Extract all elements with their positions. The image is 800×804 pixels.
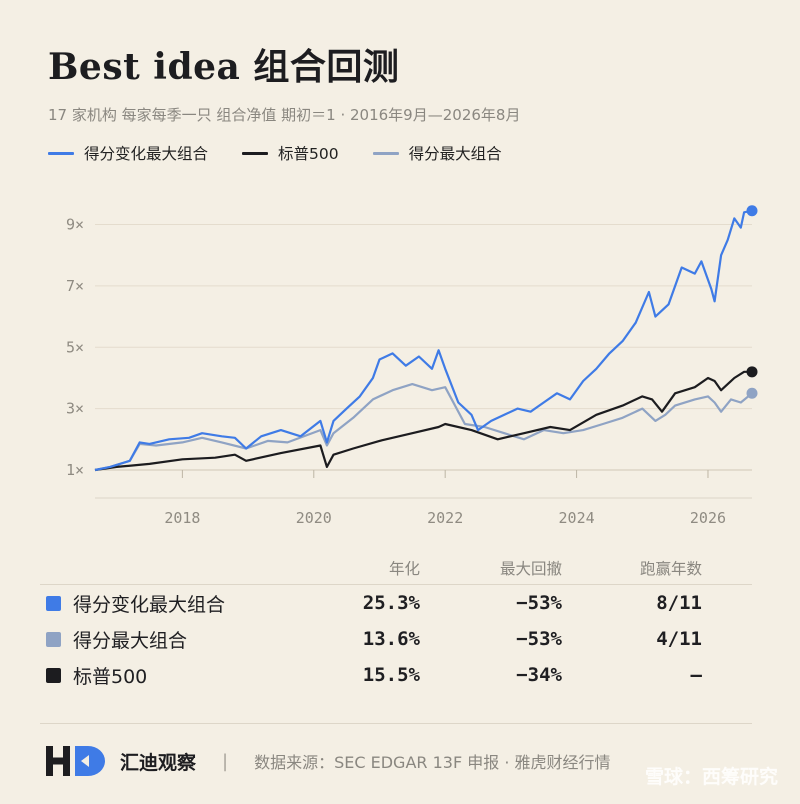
data-source: 数据来源：SEC EDGAR 13F 申报 · 雅虎财经行情 — [254, 753, 611, 772]
header-drawdown: 最大回撤 — [499, 560, 562, 578]
series-end-dot-2 — [746, 387, 758, 399]
header-annual: 年化 — [388, 560, 420, 578]
years-outperform: — — [690, 664, 702, 686]
chart-title: Best idea 组合回测 — [48, 46, 400, 88]
row-color-square — [46, 631, 61, 647]
y-tick-label: 9× — [66, 216, 84, 234]
legend-swatch-gray — [372, 151, 399, 155]
x-tick-label: 2024 — [559, 509, 595, 527]
legend-label: 得分变化最大组合 — [84, 145, 209, 163]
row-label: 得分变化最大组合 — [40, 590, 336, 617]
legend-swatch-blue — [48, 151, 74, 155]
legend-label: 得分最大组合 — [408, 145, 502, 163]
annual-return: 15.5% — [362, 664, 420, 686]
footer: 汇迪观察 | 数据来源：SEC EDGAR 13F 申报 · 雅虎财经行情 — [44, 744, 611, 778]
row-color-square — [46, 667, 61, 683]
table-row: 得分变化最大组合 25.3% −53% 8/11 — [40, 585, 752, 621]
brand-name: 汇迪观察 — [120, 751, 197, 774]
y-tick-label: 7× — [66, 277, 84, 295]
annual-return: 13.6% — [362, 628, 420, 650]
stats-table: 年化 最大回撤 跑赢年数 得分变化最大组合 25.3% −53% 8/11 得分最大组合… — [40, 552, 752, 693]
x-tick-label: 2022 — [427, 509, 463, 527]
row-label: 标普500 — [40, 662, 336, 689]
row-label: 得分最大组合 — [40, 626, 336, 653]
legend: 得分变化最大组合 标普500 得分最大组合 — [48, 142, 502, 164]
watermark: 雪球：西筹研究 — [644, 766, 778, 788]
table-header: 年化 最大回撤 跑赢年数 — [40, 552, 752, 585]
x-tick-label: 2020 — [296, 509, 332, 527]
table-row: 标普500 15.5% −34% — — [40, 657, 752, 693]
chart-subtitle: 17 家机构 每家每季一只 组合净值 期初＝1 · 2016年9月—2026年8… — [48, 106, 521, 124]
years-outperform: 8/11 — [656, 592, 702, 614]
footer-separator: | — [222, 750, 229, 772]
footer-divider — [40, 723, 752, 724]
hd-logo-icon — [46, 746, 105, 776]
legend-item-sp500: 标普500 — [242, 142, 339, 164]
y-tick-label: 3× — [66, 400, 84, 418]
max-drawdown: −34% — [516, 664, 562, 686]
legend-item-score-change: 得分变化最大组合 — [48, 142, 208, 164]
series-line-1 — [94, 370, 752, 472]
series-line-2 — [94, 383, 753, 472]
row-name: 得分最大组合 — [73, 629, 188, 652]
max-drawdown: −53% — [516, 592, 562, 614]
y-tick-label: 5× — [66, 338, 84, 356]
row-name: 标普500 — [73, 665, 148, 688]
brand-logo — [44, 744, 108, 778]
x-tick-label: 2026 — [690, 509, 726, 527]
series-end-dot-0 — [746, 205, 758, 217]
years-outperform: 4/11 — [656, 628, 702, 650]
annual-return: 25.3% — [362, 592, 420, 614]
legend-swatch-black — [242, 151, 269, 155]
x-tick-label: 2018 — [164, 509, 200, 527]
row-color-square — [46, 595, 61, 611]
legend-item-score-max: 得分最大组合 — [372, 142, 502, 164]
table-row: 得分最大组合 13.6% −53% 4/11 — [40, 621, 752, 657]
series-line-0 — [94, 209, 753, 472]
legend-label: 标普500 — [278, 145, 339, 163]
line-chart: 1× 3× 5× 7× 9× 2018 2020 2022 2024 2026 — [66, 205, 758, 527]
series-end-dot-1 — [746, 366, 758, 378]
header-years: 跑赢年数 — [639, 560, 702, 578]
y-tick-label: 1× — [66, 461, 84, 479]
row-name: 得分变化最大组合 — [73, 593, 226, 616]
max-drawdown: −53% — [516, 628, 562, 650]
